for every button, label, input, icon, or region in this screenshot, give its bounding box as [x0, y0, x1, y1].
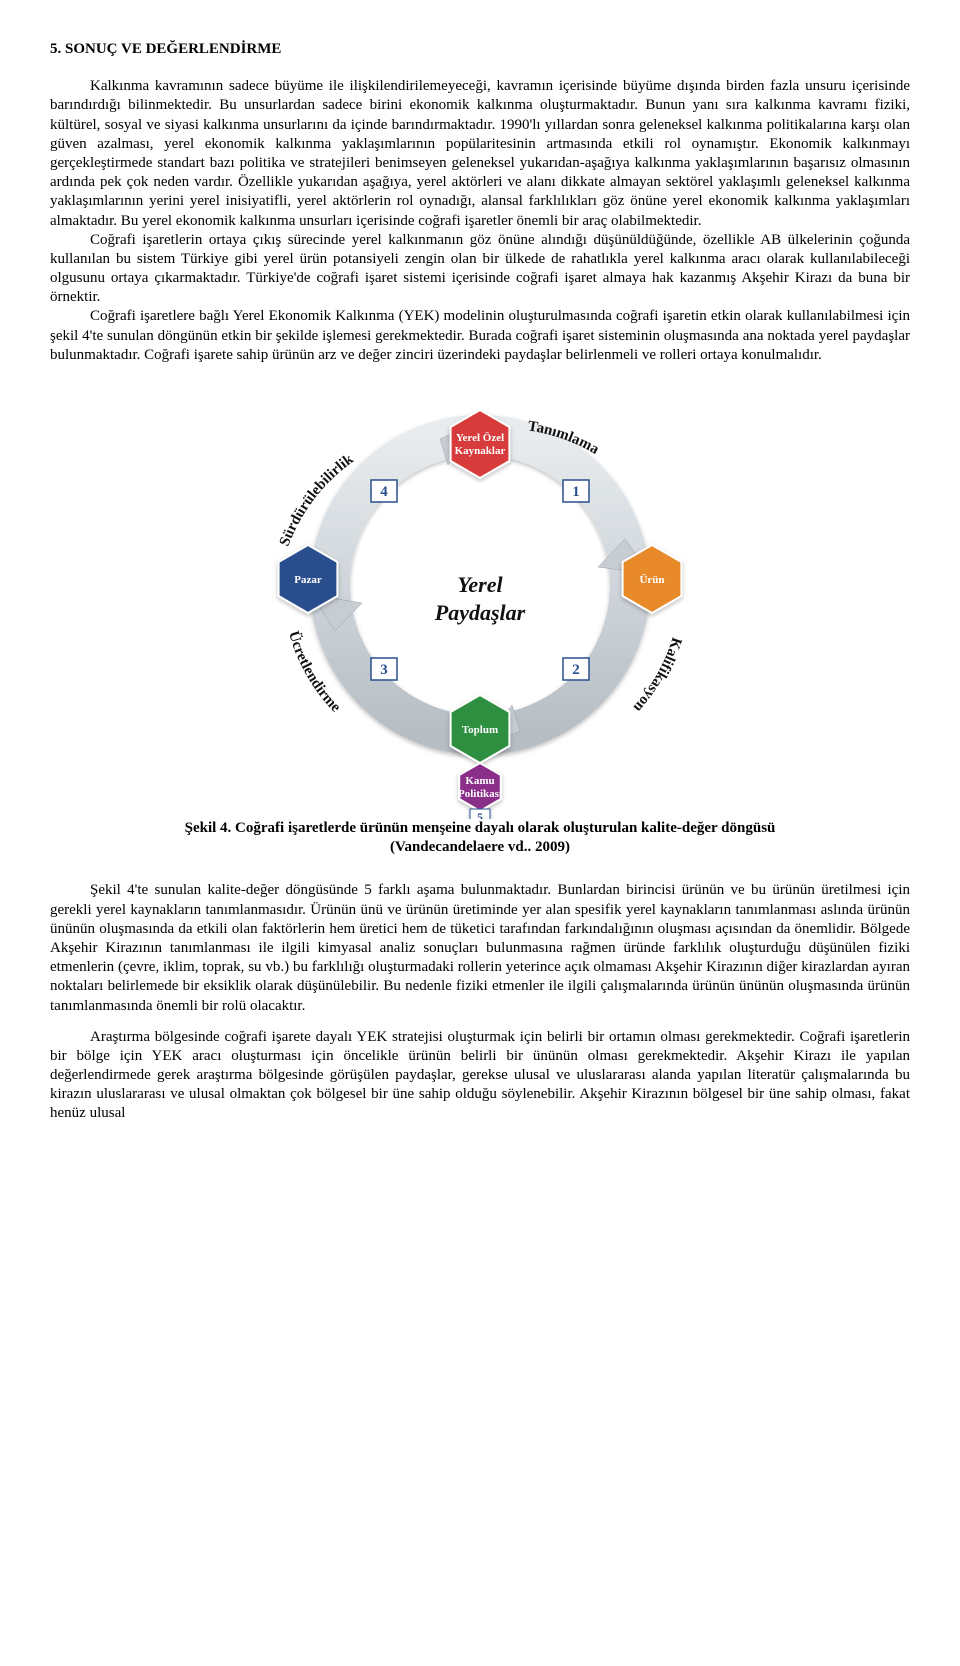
diagram-center-label: Yerel Paydaşlar	[435, 571, 525, 627]
svg-text:3: 3	[380, 662, 388, 678]
svg-text:4: 4	[380, 484, 388, 500]
figure-4-caption: Şekil 4. Coğrafi işaretlerde ürünün menş…	[50, 819, 910, 857]
paragraph-5: Araştırma bölgesinde coğrafi işarete day…	[50, 1028, 910, 1124]
paragraph-2: Coğrafi işaretlerin ortaya çıkış sürecin…	[50, 231, 910, 308]
paragraph-4: Şekil 4'te sunulan kalite-değer döngüsün…	[50, 881, 910, 1015]
svg-text:Kamu: Kamu	[465, 775, 494, 787]
number-box-3: 3	[371, 658, 397, 680]
svg-text:Kaynaklar: Kaynaklar	[455, 445, 506, 457]
svg-text:2: 2	[572, 662, 580, 678]
svg-text:Toplum: Toplum	[462, 724, 498, 736]
svg-text:Ürün: Ürün	[639, 573, 664, 586]
paragraph-3: Coğrafi işaretlere bağlı Yerel Ekonomik …	[50, 307, 910, 365]
svg-text:5: 5	[477, 810, 483, 819]
svg-text:Yerel Özel: Yerel Özel	[456, 431, 504, 444]
number-box-4: 4	[371, 480, 397, 502]
center-label-line2: Paydaşlar	[435, 600, 525, 625]
number-box-2: 2	[563, 658, 589, 680]
number-box-1: 1	[563, 480, 589, 502]
section-heading: 5. SONUÇ VE DEĞERLENDİRME	[50, 40, 910, 59]
svg-text:Politikası: Politikası	[458, 788, 502, 800]
svg-text:Pazar: Pazar	[294, 574, 322, 586]
paragraph-1: Kalkınma kavramının sadece büyüme ile il…	[50, 77, 910, 231]
svg-text:1: 1	[572, 484, 580, 500]
caption-line-1: Şekil 4. Coğrafi işaretlerde ürünün menş…	[185, 820, 776, 836]
caption-line-2: (Vandecandelaere vd.. 2009)	[390, 839, 570, 855]
center-label-line1: Yerel	[457, 572, 502, 597]
figure-4-diagram: Tanımlama Kalifikasyon Ücretlendirme Sür…	[220, 389, 740, 809]
hex-node-5: KamuPolitikası 5	[458, 763, 502, 819]
